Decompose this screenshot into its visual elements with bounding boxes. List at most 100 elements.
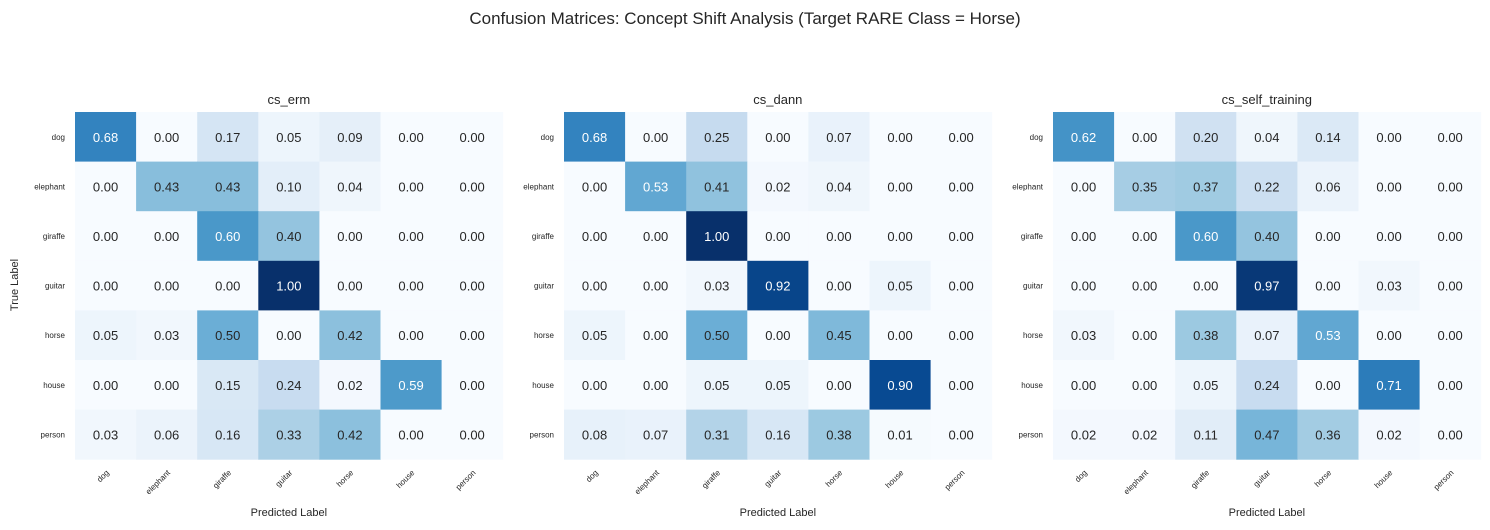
cell-value-label: 0.00 xyxy=(826,279,851,294)
cell-value-label: 0.06 xyxy=(154,427,179,442)
heatmap-cell xyxy=(808,161,870,212)
heatmap-cell xyxy=(1053,360,1115,411)
heatmap-cell xyxy=(1175,360,1237,411)
cell-value-label: 0.42 xyxy=(337,328,362,343)
heatmap-cell xyxy=(1236,112,1298,163)
heatmap-cell xyxy=(136,310,198,361)
heatmap-cell xyxy=(1114,409,1176,460)
heatmap-cell xyxy=(808,112,870,163)
heatmap-cell xyxy=(625,161,687,212)
panel-title: cs_erm xyxy=(268,92,311,107)
cell-value-label: 0.08 xyxy=(582,427,607,442)
cell-value-label: 0.05 xyxy=(1193,378,1218,393)
heatmap-cell xyxy=(1358,161,1421,212)
cell-value-label: 0.00 xyxy=(1132,328,1157,343)
heatmap-cell xyxy=(1175,112,1237,163)
heatmap-cell xyxy=(747,260,809,311)
y-tick-label: giraffe xyxy=(1021,232,1044,241)
y-tick-label: guitar xyxy=(1023,282,1043,291)
cell-value-label: 0.16 xyxy=(215,427,240,442)
heatmap-cell xyxy=(1053,211,1115,262)
heatmap-cell xyxy=(625,310,687,361)
x-axis-label: Predicted Label xyxy=(251,507,327,519)
heatmap-cell xyxy=(136,112,198,163)
cell-value-label: 0.00 xyxy=(948,328,973,343)
heatmap-cell xyxy=(1358,360,1421,411)
cell-value-label: 0.00 xyxy=(1132,130,1157,145)
heatmap-cell xyxy=(930,260,993,311)
cell-value-label: 0.00 xyxy=(1437,378,1462,393)
cell-value-label: 0.00 xyxy=(948,378,973,393)
heatmap-cell xyxy=(1236,409,1298,460)
heatmap-cell xyxy=(930,310,993,361)
cell-value-label: 0.00 xyxy=(643,378,668,393)
heatmap-cell xyxy=(869,211,932,262)
cell-value-label: 0.09 xyxy=(337,130,362,145)
cell-value-label: 0.37 xyxy=(1193,179,1218,194)
heatmap-cell xyxy=(258,260,320,311)
cell-value-label: 0.00 xyxy=(1071,378,1096,393)
cell-value-label: 0.00 xyxy=(154,378,179,393)
heatmap-cell xyxy=(1236,161,1298,212)
heatmap-cell xyxy=(747,310,809,361)
heatmap-cell xyxy=(808,409,870,460)
cell-value-label: 0.03 xyxy=(93,427,118,442)
cell-value-label: 0.16 xyxy=(765,427,790,442)
y-tick-label: guitar xyxy=(534,282,554,291)
heatmap-cell xyxy=(380,112,443,163)
heatmap-cell xyxy=(930,360,993,411)
cell-value-label: 0.00 xyxy=(887,130,912,145)
heatmap-cell xyxy=(1114,112,1176,163)
cell-value-label: 0.00 xyxy=(398,179,423,194)
x-tick-label: house xyxy=(884,468,906,490)
heatmap-cell xyxy=(625,409,687,460)
heatmap-cell xyxy=(1175,211,1237,262)
heatmap-cell xyxy=(686,310,748,361)
cell-value-label: 0.60 xyxy=(1193,229,1218,244)
cell-value-label: 0.00 xyxy=(582,279,607,294)
heatmap-cell xyxy=(258,112,320,163)
heatmap-cell xyxy=(564,112,626,163)
heatmap-cell xyxy=(258,161,320,212)
cell-value-label: 0.00 xyxy=(1132,229,1157,244)
y-tick-label: guitar xyxy=(45,282,65,291)
heatmap-cell xyxy=(197,360,259,411)
heatmap-cell xyxy=(1358,260,1421,311)
cell-value-label: 1.00 xyxy=(276,279,301,294)
cell-value-label: 0.00 xyxy=(215,279,240,294)
cell-value-label: 0.14 xyxy=(1315,130,1340,145)
cell-value-label: 0.00 xyxy=(459,179,484,194)
cell-value-label: 0.00 xyxy=(948,179,973,194)
cell-value-label: 0.05 xyxy=(582,328,607,343)
x-tick-label: dog xyxy=(95,468,111,484)
cell-value-label: 0.42 xyxy=(337,427,362,442)
cell-value-label: 0.15 xyxy=(215,378,240,393)
heatmap-cell xyxy=(75,360,137,411)
heatmap-cell xyxy=(136,360,198,411)
cell-value-label: 0.36 xyxy=(1315,427,1340,442)
cell-value-label: 0.03 xyxy=(154,328,179,343)
cell-value-label: 0.00 xyxy=(887,229,912,244)
heatmap-cell xyxy=(380,310,443,361)
heatmap-cell xyxy=(1419,161,1482,212)
cell-value-label: 0.00 xyxy=(1071,279,1096,294)
heatmap-cell xyxy=(319,161,381,212)
heatmap-cell xyxy=(747,409,809,460)
heatmap-cell xyxy=(1053,409,1115,460)
heatmap-cell xyxy=(808,211,870,262)
x-tick-label: elephant xyxy=(633,468,662,497)
x-tick-label: person xyxy=(943,468,967,492)
cell-value-label: 0.05 xyxy=(887,279,912,294)
heatmap-cell xyxy=(1419,211,1482,262)
y-tick-label: horse xyxy=(1023,331,1044,340)
x-tick-label: elephant xyxy=(1122,468,1151,497)
cell-value-label: 0.00 xyxy=(154,229,179,244)
cell-value-label: 0.00 xyxy=(948,130,973,145)
cell-value-label: 0.47 xyxy=(1254,427,1279,442)
cell-value-label: 0.04 xyxy=(337,179,362,194)
cell-value-label: 0.24 xyxy=(276,378,301,393)
cell-value-label: 0.33 xyxy=(276,427,301,442)
y-tick-label: house xyxy=(1021,381,1043,390)
heatmap-cell xyxy=(1053,161,1115,212)
